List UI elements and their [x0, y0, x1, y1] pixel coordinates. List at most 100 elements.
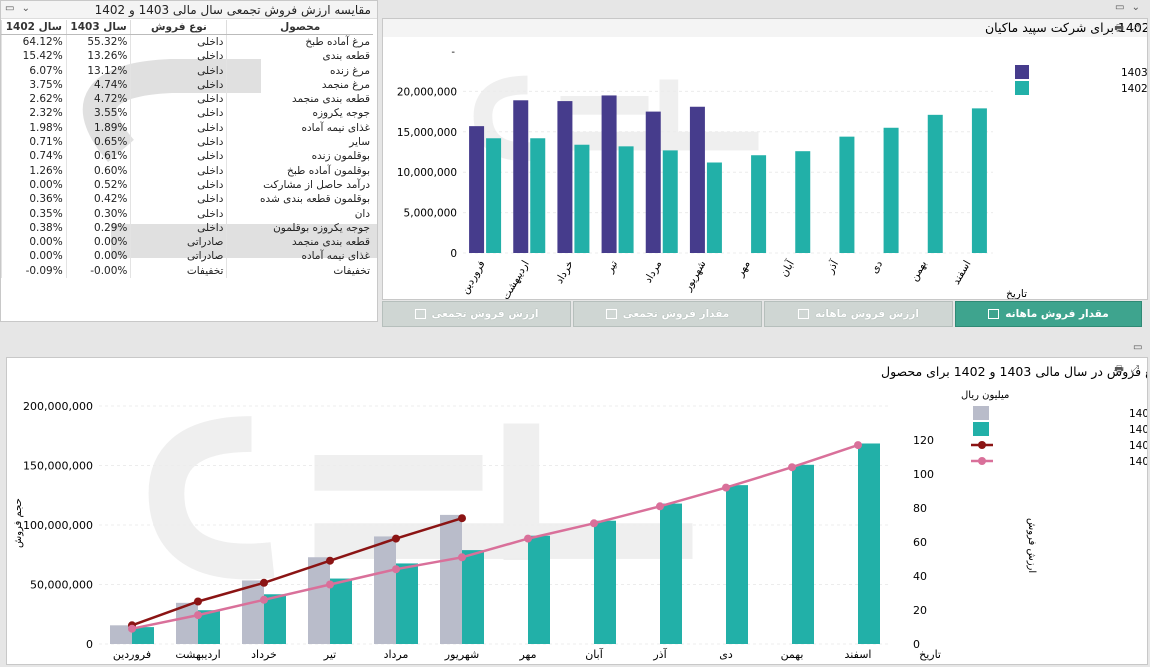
table-total-row[interactable]: تخفیفات تخفیفات -0.00% -0.09%	[1, 263, 373, 279]
bar-1402[interactable]	[795, 151, 811, 253]
cell-type: داخلی	[130, 92, 227, 107]
line-point[interactable]	[128, 624, 136, 633]
line-point[interactable]	[260, 578, 268, 587]
bar-cum-1402[interactable]	[396, 563, 418, 644]
table-row[interactable]: بوقلمون قطعه بندی شده داخلی 0.42% 0.36%	[1, 192, 373, 207]
bar-cum-1402[interactable]	[264, 594, 286, 644]
line-point[interactable]	[788, 463, 796, 472]
table-row[interactable]: قطعه بندی منجمد صادراتی 0.00% 0.00%	[1, 235, 373, 250]
bar-cum-1403[interactable]	[242, 580, 264, 644]
line-point[interactable]	[392, 534, 400, 543]
table-row[interactable]: مرغ آماده طبخ داخلی 55.32% 64.12%	[1, 34, 373, 50]
bottom-window-controls[interactable]: ▭	[1133, 342, 1145, 353]
line-point[interactable]	[392, 565, 400, 574]
cell-y1403: 0.30%	[65, 206, 131, 221]
table-row[interactable]: مرغ منجمد داخلی 4.74% 3.75%	[1, 77, 373, 93]
chart-tools-icon[interactable]: 🖶 ⤢	[1114, 23, 1141, 34]
col-sale-type[interactable]: نوع فروش	[130, 20, 227, 35]
bar-1403[interactable]	[469, 126, 485, 253]
table-row[interactable]: جوجه یکروزه داخلی 3.55% 2.32%	[1, 106, 373, 121]
cell-type: داخلی	[130, 135, 227, 150]
bar-1402[interactable]	[883, 127, 899, 253]
bar-1402[interactable]	[574, 144, 590, 253]
line-point[interactable]	[326, 580, 334, 589]
chart2-titlebar	[7, 358, 1147, 384]
line-point[interactable]	[194, 611, 202, 620]
table-row[interactable]: غذای نیمه آماده داخلی 1.89% 1.98%	[1, 120, 373, 136]
bar-1402[interactable]	[927, 114, 943, 253]
bar-cum-1402[interactable]	[858, 443, 880, 644]
col-1402[interactable]: سال 1402	[1, 20, 67, 35]
line-point[interactable]	[722, 483, 730, 492]
table-row[interactable]: جوجه یکروزه بوقلمون داخلی 0.29% 0.38%	[1, 220, 373, 236]
line-point[interactable]	[524, 534, 532, 543]
bar-cum-1403[interactable]	[110, 625, 132, 644]
cell-y1403: 0.60%	[65, 163, 131, 178]
bar-cum-1403[interactable]	[308, 557, 330, 644]
bar-1402[interactable]	[971, 108, 987, 253]
table-row[interactable]: غذای نیمه آماده صادراتی 0.00% 0.00%	[1, 249, 373, 264]
line-point[interactable]	[854, 441, 862, 450]
bar-1402[interactable]	[486, 138, 502, 253]
tab-2[interactable]: مقدار فروش تجمعی	[573, 301, 762, 327]
line-point[interactable]	[458, 514, 466, 523]
col-1403[interactable]: سال 1403	[65, 20, 131, 35]
bar-cum-1402[interactable]	[132, 627, 154, 644]
bar-cum-1402[interactable]	[528, 535, 550, 644]
table-row[interactable]: قطعه بندی داخلی 13.26% 15.42%	[1, 49, 373, 64]
bar-1402[interactable]	[530, 138, 546, 253]
bar-cum-1402[interactable]	[330, 578, 352, 644]
bar-cum-1402[interactable]	[594, 520, 616, 644]
bar-cum-1402[interactable]	[660, 503, 682, 644]
bar-1403[interactable]	[689, 106, 705, 253]
bar-chart-icon	[988, 309, 1000, 319]
monthly-sales-chart: مقایسه مقدار فروش ماهانه سال مالی 1403 و…	[383, 19, 1147, 299]
y-tick-label: 100,000,000	[23, 519, 93, 532]
table-row[interactable]: بوقلمون آماده طبخ داخلی 0.60% 1.26%	[1, 163, 373, 178]
bar-1403[interactable]	[601, 95, 617, 253]
table-row[interactable]: قطعه بندی منجمد داخلی 4.72% 2.62%	[1, 92, 373, 107]
line-point[interactable]	[458, 553, 466, 562]
bar-1402[interactable]	[751, 155, 767, 253]
bar-1402[interactable]	[706, 162, 722, 253]
bar-cum-1402[interactable]	[462, 550, 484, 644]
table-row[interactable]: دان داخلی 0.30% 0.35%	[1, 206, 373, 221]
table-row[interactable]: مرغ زنده داخلی 13.12% 6.07%	[1, 63, 373, 78]
bar-cum-1402[interactable]	[792, 464, 814, 644]
line-point[interactable]	[590, 519, 598, 528]
x-tick-label: مرداد	[642, 259, 664, 286]
table-row[interactable]: بوقلمون زنده داخلی 0.61% 0.74%	[1, 149, 373, 164]
line-point[interactable]	[656, 502, 664, 511]
y-tick-label: 5,000,000	[404, 208, 457, 220]
chart2-tools-icon[interactable]: 🖶 ⤢	[1114, 364, 1141, 375]
tab-1[interactable]: ارزش فروش ماهانه	[764, 301, 953, 327]
y-tick-label: 50,000,000	[30, 579, 93, 592]
top-window-controls[interactable]: ▭ ⌄	[1115, 2, 1143, 13]
line-point[interactable]	[326, 556, 334, 565]
table-row[interactable]: درآمد حاصل از مشارکت داخلی 0.52% 0.00%	[1, 177, 373, 193]
bar-1403[interactable]	[513, 100, 529, 254]
bar-1402[interactable]	[662, 150, 678, 253]
bar-cum-1403[interactable]	[374, 536, 396, 644]
bar-cum-1402[interactable]	[198, 610, 220, 644]
table-row[interactable]: سایر داخلی 0.65% 0.71%	[1, 135, 373, 150]
legend-swatch	[973, 422, 989, 436]
bar-1403[interactable]	[645, 111, 661, 253]
bar-cum-1403[interactable]	[440, 514, 462, 644]
panel-menu-icon[interactable]: ▭ ⌄	[5, 3, 33, 14]
line-point[interactable]	[260, 595, 268, 604]
sales-share-panel: مقایسه ارزش فروش تجمعی سال مالی 1403 و 1…	[0, 0, 378, 322]
y-tick-label: 150,000,000	[23, 460, 93, 473]
bar-cum-1402[interactable]	[726, 485, 748, 644]
bar-cum-1403[interactable]	[176, 602, 198, 644]
x-tick-label: شهریور	[444, 648, 479, 661]
bar-1402[interactable]	[618, 146, 634, 253]
tab-0[interactable]: مقدار فروش ماهانه	[955, 301, 1142, 327]
bar-1402[interactable]	[839, 136, 855, 253]
tab-3[interactable]: ارزش فروش تجمعی	[382, 301, 571, 327]
cell-y1402: 0.00%	[1, 249, 67, 264]
bar-1403[interactable]	[557, 101, 573, 253]
line-point[interactable]	[194, 597, 202, 606]
x-tick-label: تیر	[323, 648, 336, 661]
col-product[interactable]: محصول	[226, 20, 373, 35]
